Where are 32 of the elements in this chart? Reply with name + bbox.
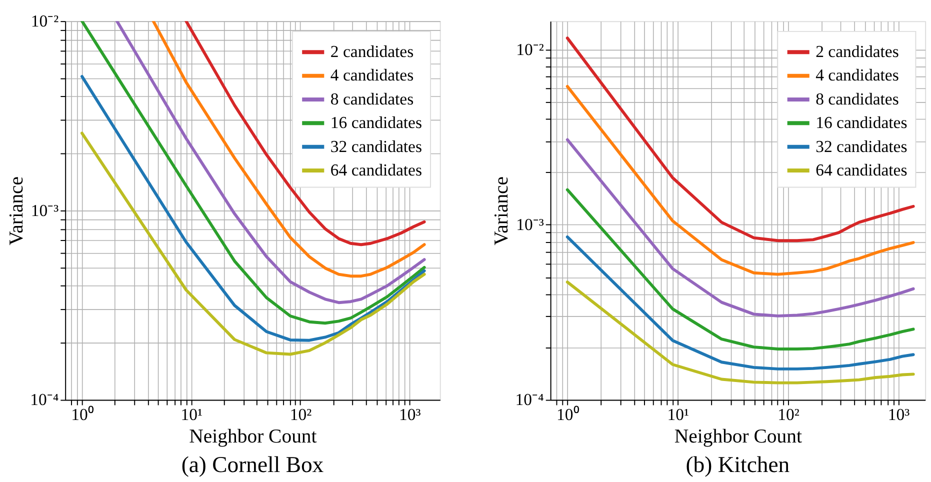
legend-label: 4 candidates — [330, 66, 414, 85]
x-axis-title: Neighbor Count — [189, 426, 318, 448]
legend-label: 4 candidates — [816, 66, 899, 85]
y-tick-label: 10⁻² — [30, 12, 59, 30]
x-tick-label: 10³ — [399, 405, 421, 424]
y-tick-label: 10⁻² — [516, 40, 544, 59]
legend-label: 8 candidates — [330, 89, 414, 108]
y-axis-title: Variance — [5, 176, 28, 246]
legend-label: 16 candidates — [816, 113, 908, 132]
y-axis-title: Variance — [490, 176, 512, 246]
legend-label: 8 candidates — [816, 89, 899, 108]
legend-label: 32 candidates — [816, 136, 908, 156]
legend-label: 64 candidates — [330, 160, 422, 180]
x-tick-label: 10⁰ — [71, 405, 94, 424]
x-tick-label: 10¹ — [667, 405, 690, 424]
y-tick-label: 10⁻⁴ — [515, 390, 544, 410]
y-tick-label: 10⁻³ — [516, 214, 544, 234]
text: (a) Cornell Box — [181, 452, 324, 477]
x-tick-label: 10¹ — [180, 405, 203, 424]
x-axis-title: Neighbor Count — [674, 426, 803, 448]
x-tick-label: 10² — [778, 405, 800, 424]
x-tick-label: 10³ — [888, 405, 910, 424]
legend-label: 2 candidates — [330, 42, 414, 62]
legend-label: 32 candidates — [330, 136, 422, 156]
x-tick-label: 10² — [290, 405, 312, 424]
x-tick-label: 10⁰ — [556, 405, 580, 424]
y-tick-label: 10⁻⁴ — [30, 390, 59, 410]
y-tick-label: 10⁻³ — [30, 200, 59, 220]
legend-label: 2 candidates — [816, 42, 899, 62]
legend-label: 16 candidates — [330, 113, 422, 132]
legend-label: 64 candidates — [816, 160, 908, 180]
text: (b) Kitchen — [686, 452, 790, 477]
